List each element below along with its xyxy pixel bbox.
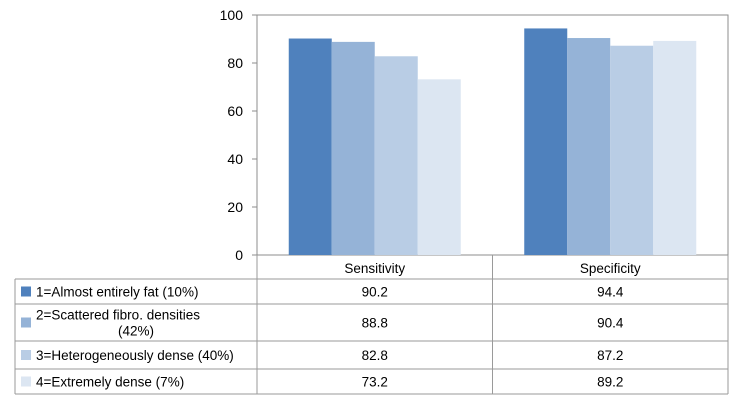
legend-label-3: 3=Heterogeneously dense (40%) bbox=[36, 348, 234, 363]
legend-label-1: 1=Almost entirely fat (10%) bbox=[36, 285, 198, 300]
y-tick-label: 20 bbox=[227, 199, 243, 215]
data-label-2-sensitivity: 88.8 bbox=[362, 316, 388, 331]
legend-swatch-1 bbox=[21, 286, 31, 297]
data-label-1-specificity: 94.4 bbox=[597, 285, 624, 300]
category-label-specificity: Specificity bbox=[580, 261, 641, 276]
data-label-3-specificity: 87.2 bbox=[597, 348, 623, 363]
bar-2-specificity bbox=[567, 38, 611, 255]
y-tick-label: 80 bbox=[227, 55, 243, 71]
data-label-3-sensitivity: 82.8 bbox=[362, 348, 388, 363]
y-tick-label: 0 bbox=[235, 247, 243, 263]
legend-swatch-4 bbox=[21, 376, 31, 387]
bar-1-specificity bbox=[524, 28, 568, 255]
legend-label-4: 4=Extremely dense (7%) bbox=[36, 375, 184, 390]
bar-4-sensitivity bbox=[417, 79, 461, 255]
category-label-sensitivity: Sensitivity bbox=[344, 261, 405, 276]
data-label-1-sensitivity: 90.2 bbox=[362, 285, 388, 300]
bar-4-specificity bbox=[653, 40, 697, 255]
bar-3-specificity bbox=[610, 45, 654, 255]
bar-2-sensitivity bbox=[331, 41, 375, 255]
legend-label-2: (42%) bbox=[118, 324, 154, 339]
data-label-4-sensitivity: 73.2 bbox=[362, 375, 388, 390]
data-label-4-specificity: 89.2 bbox=[597, 375, 623, 390]
y-tick-label: 40 bbox=[227, 151, 243, 167]
legend-swatch-3 bbox=[21, 350, 31, 360]
y-tick-label: 60 bbox=[227, 103, 243, 119]
bar-1-sensitivity bbox=[288, 38, 332, 255]
data-label-2-specificity: 90.4 bbox=[597, 316, 624, 331]
legend-swatch-2 bbox=[21, 317, 31, 328]
y-tick-label: 100 bbox=[220, 7, 244, 23]
bar-3-sensitivity bbox=[374, 56, 418, 255]
legend-label-2: 2=Scattered fibro. densities bbox=[36, 308, 200, 323]
